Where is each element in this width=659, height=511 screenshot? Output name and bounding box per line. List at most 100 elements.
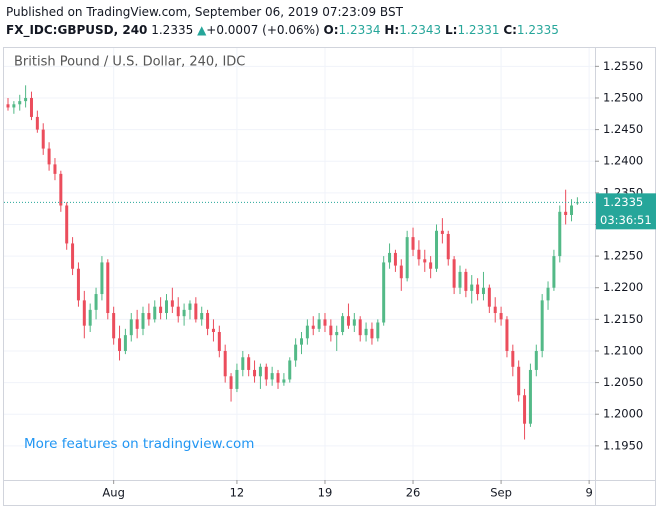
candle-body bbox=[270, 373, 274, 380]
candle-body bbox=[558, 211, 562, 257]
candle-body bbox=[194, 303, 198, 320]
last-price-box bbox=[596, 193, 656, 230]
watermark[interactable]: More features on tradingview.com bbox=[24, 436, 254, 452]
candle-body bbox=[18, 101, 22, 105]
candle-body bbox=[147, 313, 151, 320]
candle-body bbox=[282, 379, 286, 383]
grid bbox=[4, 48, 595, 480]
candle-body bbox=[129, 319, 133, 336]
candle-body bbox=[382, 262, 386, 323]
candle-body bbox=[405, 237, 409, 279]
candle-body bbox=[364, 328, 368, 336]
x-tick-label: 9 bbox=[585, 486, 592, 500]
published: Published on TradingView.com, September … bbox=[6, 5, 403, 19]
quote-line: FX_IDC:GBPUSD, 240 1.2335 ▲+0.0007 (+0.0… bbox=[6, 21, 559, 39]
candle-body bbox=[458, 271, 462, 288]
candle-body bbox=[446, 233, 450, 260]
change: +0.0007 (+0.06%) bbox=[206, 23, 320, 37]
candle-body bbox=[505, 319, 509, 351]
x-tick-label: Aug bbox=[102, 486, 124, 500]
candle-body bbox=[6, 104, 10, 108]
candle-body bbox=[206, 313, 210, 329]
candle-body bbox=[481, 287, 485, 295]
candle-body bbox=[440, 230, 444, 234]
y-tick-label: 1.2250 bbox=[603, 249, 643, 263]
candle-body bbox=[241, 357, 245, 370]
candle-body bbox=[47, 148, 51, 165]
candle-body bbox=[388, 252, 392, 263]
candle-body bbox=[153, 306, 157, 320]
candle-body bbox=[24, 97, 28, 102]
candle-body bbox=[253, 369, 257, 377]
candle-body bbox=[311, 325, 315, 329]
candle-body bbox=[118, 338, 122, 351]
candle-body bbox=[258, 366, 262, 377]
candle-body bbox=[423, 259, 427, 263]
candle-body bbox=[76, 268, 80, 301]
l-label: L: bbox=[445, 23, 458, 37]
candle-body bbox=[288, 360, 292, 380]
candle-body bbox=[470, 284, 474, 291]
candle-body bbox=[523, 395, 527, 424]
candle-body bbox=[223, 350, 227, 377]
candle-body bbox=[294, 344, 298, 361]
candle-body bbox=[170, 300, 174, 307]
candle-body bbox=[358, 319, 362, 336]
candle-body bbox=[112, 313, 116, 339]
y-tick-label: 1.2000 bbox=[603, 407, 643, 421]
candle-body bbox=[517, 366, 521, 396]
candle-body bbox=[106, 262, 110, 314]
candle-body bbox=[329, 325, 333, 336]
candle-body bbox=[564, 211, 568, 215]
y-tick-label: 1.2200 bbox=[603, 280, 643, 294]
y-tick-label: 1.2050 bbox=[603, 375, 643, 389]
candle-body bbox=[235, 369, 239, 389]
last-price-label: 1.2335 bbox=[603, 195, 643, 209]
candle-body bbox=[88, 309, 92, 326]
candle-body bbox=[12, 104, 16, 108]
candle-body bbox=[370, 328, 374, 339]
candle-body bbox=[528, 369, 532, 424]
candle-body bbox=[335, 331, 339, 336]
header: Published on TradingView.com, September … bbox=[6, 3, 559, 39]
x-tick-label: 19 bbox=[318, 486, 333, 500]
candle-body bbox=[94, 294, 98, 310]
last: 1.2335 bbox=[151, 23, 194, 37]
candle-body bbox=[452, 259, 456, 288]
y-tick-label: 1.1950 bbox=[603, 438, 643, 452]
c-value: 1.2335 bbox=[516, 23, 559, 37]
countdown-label: 03:36:51 bbox=[600, 213, 652, 227]
candle-body bbox=[499, 313, 503, 320]
candle-body bbox=[376, 322, 380, 339]
h-value: 1.2343 bbox=[399, 23, 442, 37]
h-label: H: bbox=[384, 23, 400, 37]
candle-body bbox=[417, 249, 421, 260]
candle-body bbox=[464, 271, 468, 291]
frame bbox=[3, 47, 656, 506]
candle-body bbox=[411, 237, 415, 250]
y-tick-label: 1.2450 bbox=[603, 122, 643, 136]
candle-body bbox=[41, 129, 45, 149]
l-value: 1.2331 bbox=[457, 23, 500, 37]
candle-body bbox=[317, 319, 321, 329]
o-label: O: bbox=[323, 23, 339, 37]
candle-body bbox=[399, 265, 403, 279]
symbol: FX_IDC:GBPUSD, 240 bbox=[6, 23, 148, 37]
candle-body bbox=[211, 328, 215, 332]
candle-body bbox=[511, 350, 515, 367]
candle-body bbox=[276, 373, 280, 383]
candle-body bbox=[65, 205, 69, 244]
candle-body bbox=[29, 97, 33, 117]
y-tick-label: 1.2550 bbox=[603, 59, 643, 73]
candle-body bbox=[546, 287, 550, 301]
candle-body bbox=[323, 319, 327, 326]
candle-body bbox=[71, 243, 75, 269]
candle-body bbox=[429, 262, 433, 269]
candle-body bbox=[476, 284, 480, 295]
candle-body bbox=[100, 262, 104, 295]
x-tick-label: 26 bbox=[406, 486, 421, 500]
c-label: C: bbox=[503, 23, 517, 37]
candle-body bbox=[59, 173, 63, 206]
